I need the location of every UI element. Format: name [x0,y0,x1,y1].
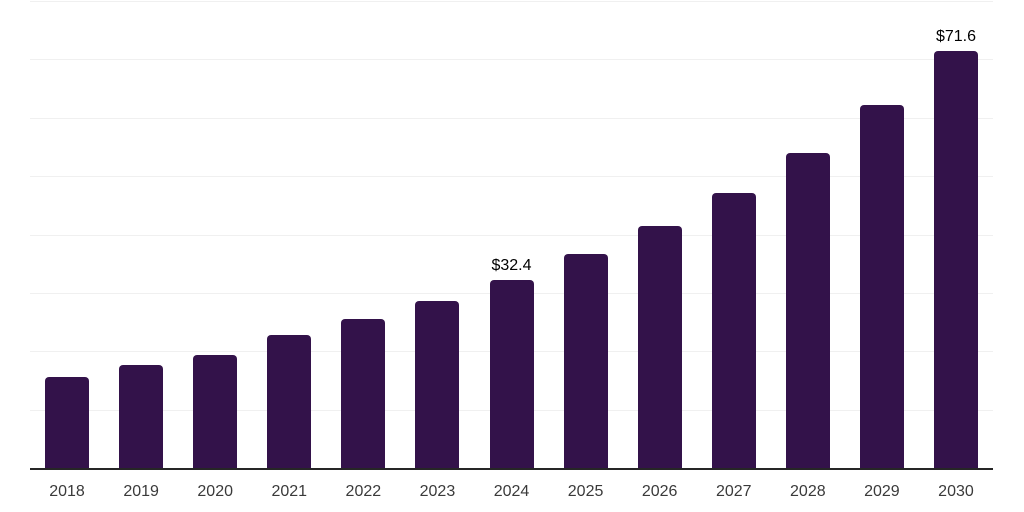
bar-slot-2029 [845,2,919,469]
x-tick-label-2026: 2026 [641,483,678,500]
x-tick-label-2021: 2021 [271,483,308,500]
bar-slot-2019 [104,2,178,469]
bar-2023 [415,300,460,469]
x-tick-label-2030: 2030 [938,483,974,500]
bar-2018 [45,376,90,469]
x-tick-label-2025: 2025 [567,483,604,500]
bar-2022 [341,318,386,469]
bar-slot-2026 [623,2,697,469]
gridline-40 [30,234,993,236]
bar-2021 [267,335,312,469]
bar-slot-2022 [326,2,400,469]
bar-slot-2020 [178,2,252,469]
gridline-70 [30,59,993,61]
bar-2026 [637,225,682,469]
bar-slot-2025 [549,2,623,469]
gridline-80 [30,1,993,2]
x-tick-label-2022: 2022 [345,483,382,500]
bar-slot-2027 [697,2,771,469]
bar-value-label-2030: $71.6 [935,28,976,46]
bar-2029 [859,104,904,469]
bar-slot-2023 [400,2,474,469]
x-axis-line [30,468,993,470]
gridline-50 [30,176,993,178]
bar-slot-2018 [30,2,104,469]
bars-container: $32.4 $71.6 [30,2,993,469]
bar-value-label-2024: $32.4 [491,256,532,274]
x-axis-labels: 2018 2019 2020 2021 2022 2023 2024 2025 2026 2027… [30,483,993,501]
x-tick-label-2020: 2020 [197,483,233,500]
bar-2024: $32.4 [489,257,534,469]
bar-2030: $71.6 [933,28,978,469]
bar-2027 [711,192,756,469]
x-tick-label-2019: 2019 [123,483,159,500]
x-tick-label-2018: 2018 [49,483,85,500]
x-tick-label-2027: 2027 [715,483,752,500]
bar-slot-2024: $32.4 [474,2,548,469]
gridline-60 [30,117,993,119]
bar-2020 [193,354,238,469]
bar-slot-2030: $71.6 [919,2,993,469]
bar-2028 [785,152,830,469]
bar-slot-2021 [252,2,326,469]
x-tick-label-2024: 2024 [493,483,530,500]
x-tick-label-2029: 2029 [864,483,900,500]
bar-2025 [563,253,608,469]
x-tick-label-2023: 2023 [419,483,456,500]
x-tick-label-2028: 2028 [790,483,826,500]
bar-2019 [119,365,164,469]
bar-slot-2028 [771,2,845,469]
